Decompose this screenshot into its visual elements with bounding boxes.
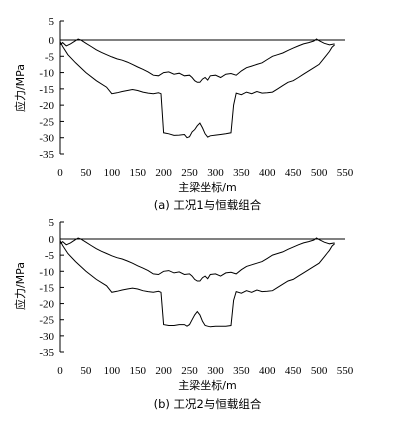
y-tick-label: -35: [39, 347, 54, 359]
series-upper-line: [59, 237, 335, 282]
x-tick-label: 350: [233, 167, 250, 179]
y-tick-label: -15: [39, 282, 54, 294]
y-tick-label: -25: [39, 315, 54, 327]
x-tick-label: 100: [104, 365, 121, 377]
x-tick-label: 400: [259, 365, 276, 377]
y-tick-label: -15: [39, 84, 54, 96]
x-tick-label: 400: [259, 167, 276, 179]
y-tick-label: -30: [39, 331, 54, 343]
x-tick-label: 550: [337, 167, 354, 179]
y-tick-label: -30: [39, 133, 54, 145]
x-tick-label: 500: [311, 365, 328, 377]
chart-caption: (b) 工况2与恒载组合: [154, 397, 262, 411]
chart-caption: (a) 工况1与恒载组合: [154, 198, 262, 212]
x-tick-label: 50: [80, 167, 92, 179]
y-axis-title: 应力/MPa: [13, 262, 27, 310]
x-tick-label: 300: [207, 365, 224, 377]
x-axis-title: 主梁坐标/m: [178, 180, 236, 194]
chart-panel-a: 50-5-10-15-20-25-30-350 50 100 150 200 250 300…: [13, 16, 354, 212]
x-tick-label: 450: [285, 167, 302, 179]
y-tick-label: -20: [39, 299, 54, 311]
x-tick-label: 150: [129, 167, 146, 179]
y-tick-label: 5: [49, 217, 55, 229]
y-tick-label: -35: [39, 149, 54, 161]
x-tick-label: 450: [285, 365, 302, 377]
y-tick-label: -20: [39, 100, 54, 112]
y-tick-label: -10: [39, 266, 54, 278]
series-upper-line: [59, 38, 335, 83]
x-axis-title: 主梁坐标/m: [178, 378, 236, 392]
x-tick-label: 550: [337, 365, 354, 377]
y-axis-title: 应力/MPa: [13, 64, 27, 112]
x-tick-label: 200: [155, 365, 172, 377]
y-tick-label: -25: [39, 116, 54, 128]
x-tick-label: 350: [233, 365, 250, 377]
x-tick-label: 300: [207, 167, 224, 179]
x-tick-label: 250: [181, 167, 198, 179]
x-tick-label: 0: [57, 167, 63, 179]
x-tick-label: 150: [129, 365, 146, 377]
x-tick-label: 50: [80, 365, 92, 377]
x-tick-label: 500: [311, 167, 328, 179]
series-lower-line: [59, 240, 335, 328]
y-tick-label: -10: [39, 68, 54, 80]
y-tick-label: 0: [49, 35, 55, 47]
x-tick-label: 250: [181, 365, 198, 377]
x-tick-label: 100: [104, 167, 121, 179]
x-tick-label: 200: [155, 167, 172, 179]
chart-panel-b: 50-5-10-15-20-25-30-350 50 100 150 200 250 300…: [13, 217, 354, 411]
series-lower-line: [59, 41, 335, 139]
y-tick-label: -5: [45, 250, 55, 262]
x-tick-label: 0: [57, 365, 63, 377]
y-tick-label: -5: [45, 51, 55, 63]
y-tick-label: 5: [49, 16, 55, 28]
y-tick-label: 0: [49, 234, 55, 246]
